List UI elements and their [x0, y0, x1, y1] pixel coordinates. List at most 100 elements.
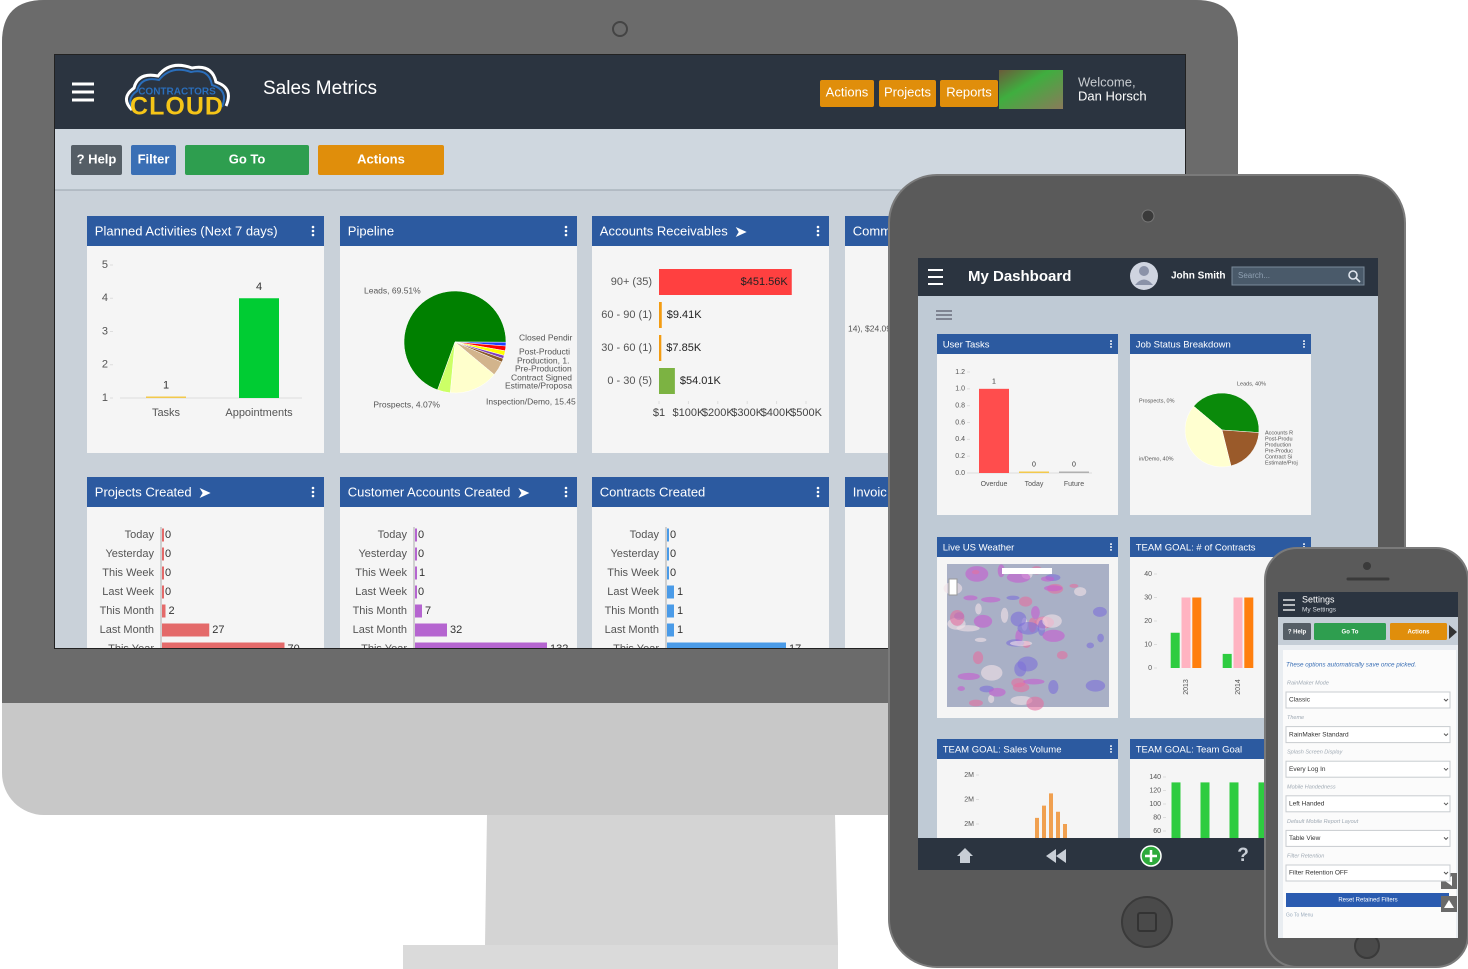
select-box[interactable]	[1285, 864, 1451, 882]
menu-dot[interactable]	[1110, 745, 1112, 748]
select-box[interactable]	[1285, 726, 1451, 744]
menu-dot[interactable]	[1110, 345, 1112, 348]
tablet-menu-icon[interactable]	[928, 269, 943, 285]
menu-dot[interactable]	[1303, 343, 1305, 345]
select-value[interactable]: Filter Retention OFF	[1289, 870, 1348, 877]
reset-button-label[interactable]: Reset Retained Filters	[1338, 898, 1397, 904]
link-arrow[interactable]	[735, 227, 747, 237]
toolbar-button[interactable]	[131, 145, 176, 175]
toolbar-button[interactable]	[185, 145, 309, 175]
slice-label: Leads, 40%	[1237, 381, 1266, 387]
phone-menu-icon[interactable]	[1283, 599, 1295, 611]
menu-dot[interactable]	[564, 486, 568, 490]
select-box[interactable]	[1285, 691, 1451, 709]
search-box[interactable]	[1231, 266, 1365, 286]
toolbar-button[interactable]	[1390, 623, 1447, 640]
y-tick-label: 100	[1149, 801, 1161, 808]
bar	[667, 623, 674, 637]
toolbar-button-label[interactable]: Go To	[229, 151, 266, 166]
phone-footer-link[interactable]: Go To Menu	[1286, 912, 1313, 918]
menu-icon[interactable]	[72, 82, 94, 102]
toolbar-button-label[interactable]: ? Help	[77, 151, 117, 166]
menu-dot[interactable]	[1303, 345, 1305, 348]
menu-dot[interactable]	[816, 494, 820, 498]
menu-dot[interactable]	[1110, 340, 1112, 343]
nav-button-label[interactable]: Projects	[884, 84, 931, 99]
tablet-home-button[interactable]	[1121, 896, 1173, 948]
menu-dot[interactable]	[816, 486, 820, 490]
radar-blob	[1092, 606, 1107, 617]
menu-dot[interactable]	[311, 229, 315, 233]
menu-dot[interactable]	[1110, 343, 1112, 345]
menu-dot[interactable]	[564, 225, 568, 229]
nav-button-label[interactable]: Reports	[946, 84, 992, 99]
toolbar-button-label[interactable]: Filter	[138, 151, 170, 166]
toolbar-scroll-arrow[interactable]	[1449, 625, 1457, 639]
select-value[interactable]: Classic	[1289, 697, 1311, 704]
user-name[interactable]: Dan Horsch	[1078, 88, 1147, 103]
zoom-control[interactable]	[948, 578, 958, 596]
menu-dot[interactable]	[564, 229, 568, 233]
select-value[interactable]: Table View	[1289, 835, 1321, 842]
menu-dot[interactable]	[564, 494, 568, 498]
widget-group: Pipeline Leads, 69.51% Closed Pendir Post-P…	[340, 216, 577, 453]
toolbar-button-label[interactable]: Actions	[1407, 630, 1430, 636]
slice-label: Post-Producti	[519, 346, 570, 356]
menu-dot[interactable]	[816, 233, 820, 237]
settings-icon[interactable]	[936, 310, 952, 320]
toolbar-button-label[interactable]: Go To	[1342, 630, 1359, 636]
nav-home[interactable]	[957, 848, 973, 863]
select-value[interactable]: RainMaker Standard	[1289, 731, 1349, 738]
menu-dot[interactable]	[311, 490, 315, 494]
menu-dot[interactable]	[1110, 543, 1112, 546]
menu-dot[interactable]	[311, 225, 315, 229]
toolbar-button[interactable]	[318, 145, 444, 175]
user-avatar[interactable]	[999, 70, 1063, 109]
menu-dot[interactable]	[1110, 748, 1112, 750]
monitor-base	[403, 945, 838, 969]
select-box[interactable]	[1285, 795, 1451, 813]
nav-button[interactable]	[940, 80, 998, 107]
toolbar-button[interactable]	[71, 145, 122, 175]
toolbar-button-label[interactable]: ? Help	[1288, 630, 1307, 636]
radar-blob	[974, 637, 987, 642]
select-value[interactable]: Every Log In	[1289, 766, 1326, 773]
menu-dot[interactable]	[816, 490, 820, 494]
menu-dot[interactable]	[564, 233, 568, 237]
nav-back[interactable]	[1046, 849, 1066, 863]
link-arrow[interactable]	[199, 488, 211, 498]
select-box[interactable]	[1285, 760, 1451, 778]
toolbar-button[interactable]	[1283, 623, 1311, 640]
menu-dot[interactable]	[1110, 546, 1112, 548]
slice-label: Prospects, 0%	[1139, 398, 1175, 404]
reset-button[interactable]	[1286, 893, 1449, 907]
nav-button[interactable]	[820, 80, 874, 107]
select-box[interactable]	[1285, 829, 1451, 847]
value-label: 0	[418, 548, 424, 560]
y-tick-label: 1.0	[955, 386, 965, 393]
menu-dot[interactable]	[311, 494, 315, 498]
menu-dot[interactable]	[1303, 543, 1305, 546]
menu-dot[interactable]	[816, 229, 820, 233]
menu-dot[interactable]	[311, 233, 315, 237]
menu-dot[interactable]	[311, 486, 315, 490]
y-tick-label: 1.2	[955, 369, 965, 376]
nav-button-label[interactable]: Actions	[826, 84, 869, 99]
nav-help[interactable]: ?	[1237, 845, 1249, 866]
menu-dot[interactable]	[816, 225, 820, 229]
link-arrow[interactable]	[518, 488, 530, 498]
category-label: 90+ (35)	[611, 276, 652, 288]
toolbar-button-label[interactable]: Actions	[357, 151, 405, 166]
field-label: Splash Screen Display	[1287, 750, 1344, 756]
radar-blob	[1006, 572, 1031, 583]
menu-dot[interactable]	[1303, 340, 1305, 343]
menu-dot[interactable]	[1110, 548, 1112, 551]
menu-dot[interactable]	[1110, 750, 1112, 753]
toolbar-button[interactable]	[1314, 623, 1386, 640]
menu-dot[interactable]	[564, 490, 568, 494]
bar	[1019, 471, 1049, 473]
select-value[interactable]: Left Handed	[1289, 801, 1325, 808]
nav-button[interactable]	[879, 80, 936, 107]
avatar-head	[1139, 266, 1149, 276]
